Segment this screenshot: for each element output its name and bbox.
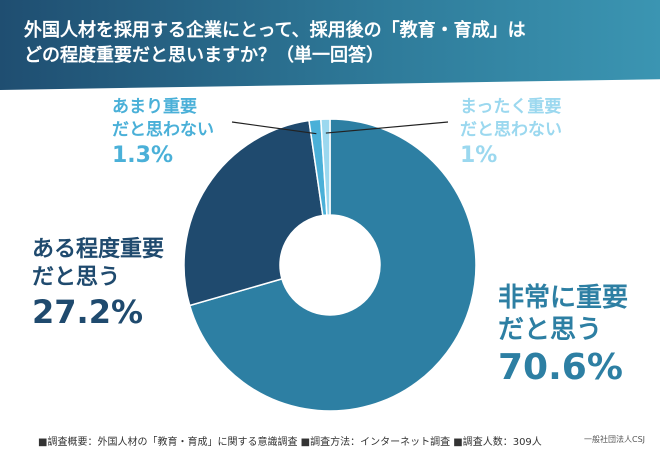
chart-title: 外国人材を採用する企業にとって、採用後の「教育・育成」は どの程度重要だと思いま… — [24, 18, 644, 68]
label-somewhat-important-percent: 27.2% — [32, 293, 144, 331]
title-line-1: 外国人材を採用する企業にとって、採用後の「教育・育成」は — [24, 20, 526, 41]
label-somewhat-important: ある程度重要 だと思う 27.2% — [32, 236, 164, 332]
label-not-very-important-percent: 1.3% — [112, 143, 174, 168]
source-credit: 一般社団法人CSJ — [584, 435, 646, 444]
label-very-important-line-2: だと思う — [498, 315, 603, 345]
slice-somewhat-important — [183, 119, 324, 307]
label-very-important-line-1: 非常に重要 — [498, 283, 629, 313]
label-somewhat-important-line-1: ある程度重要 — [32, 237, 165, 262]
leader-line-not-very-important — [231, 121, 317, 135]
survey-footer: ■調査概要：外国人材の「教育・育成」に関する意識調査 ■調査方法：インターネット… — [0, 430, 660, 450]
slice-not-at-all-important — [320, 118, 331, 216]
label-not-very-important: あまり重要 だと思わない 1.3% — [112, 96, 214, 170]
label-somewhat-important-line-2: だと思う — [32, 265, 121, 290]
label-not-very-important-line-2: だと思わない — [112, 120, 214, 140]
survey-note: ■調査概要：外国人材の「教育・育成」に関する意識調査 ■調査方法：インターネット… — [38, 437, 542, 448]
leader-line-not-at-all-important — [325, 121, 449, 134]
label-not-at-all-important-line-2: だと思わない — [460, 120, 562, 140]
title-banner — [0, 0, 660, 90]
label-not-at-all-important-line-1: まったく重要 — [460, 97, 562, 117]
label-not-very-important-line-1: あまり重要 — [112, 97, 197, 117]
label-very-important-percent: 70.6% — [498, 347, 623, 388]
slice-very-important — [188, 118, 477, 412]
label-not-at-all-important: まったく重要 だと思わない 1% — [460, 96, 562, 170]
label-not-at-all-important-percent: 1% — [460, 143, 498, 168]
label-very-important: 非常に重要 だと思う 70.6% — [498, 282, 628, 390]
title-line-2: どの程度重要だと思いますか？（単一回答） — [24, 45, 384, 66]
